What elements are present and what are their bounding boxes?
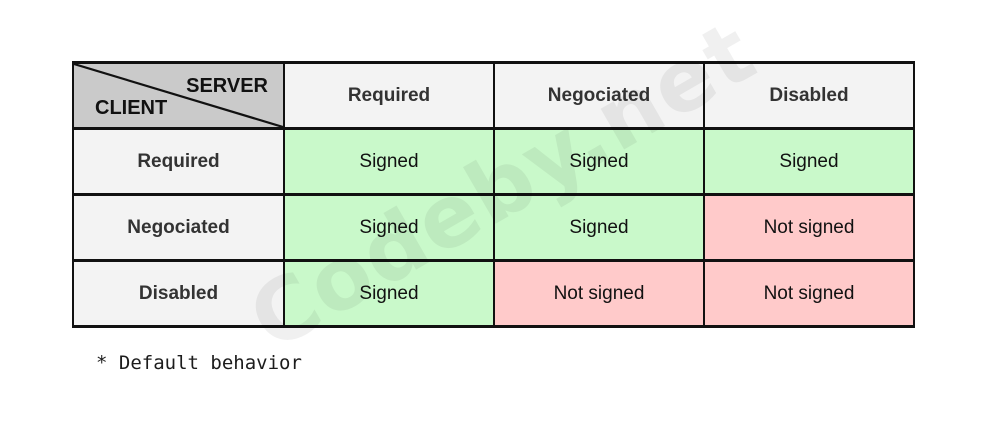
matrix-cell: Signed <box>283 127 495 196</box>
server-column-header-negociated: Negociated <box>493 61 705 130</box>
client-row-label-disabled: Disabled <box>72 259 285 328</box>
server-column-header-required: Required <box>283 61 495 130</box>
signing-matrix-table: SERVER CLIENT Required Negociated Disabl… <box>72 61 915 328</box>
client-row-label-negociated: Negociated <box>72 193 285 262</box>
matrix-cell: Not signed <box>703 193 915 262</box>
client-axis-label: CLIENT <box>95 97 168 119</box>
header-row: SERVER CLIENT Required Negociated Disabl… <box>72 61 915 130</box>
server-column-header-disabled: Disabled <box>703 61 915 130</box>
default-behavior-footnote: * Default behavior <box>96 352 302 374</box>
table-row: Disabled Signed Not signed Not signed <box>72 259 915 328</box>
matrix-cell: Signed <box>283 259 495 328</box>
matrix-cell: Signed <box>493 127 705 196</box>
matrix-cell: Signed <box>283 193 495 262</box>
table-row: Negociated Signed Signed Not signed <box>72 193 915 262</box>
corner-header-cell: SERVER CLIENT <box>72 61 285 130</box>
matrix-cell: Signed <box>703 127 915 196</box>
client-row-label-required: Required <box>72 127 285 196</box>
table-row: Required Signed Signed Signed <box>72 127 915 196</box>
matrix-cell: Not signed <box>493 259 705 328</box>
matrix-cell: Not signed <box>703 259 915 328</box>
server-axis-label: SERVER <box>186 75 268 97</box>
diagonal-line <box>74 64 283 127</box>
matrix-cell: Signed <box>493 193 705 262</box>
